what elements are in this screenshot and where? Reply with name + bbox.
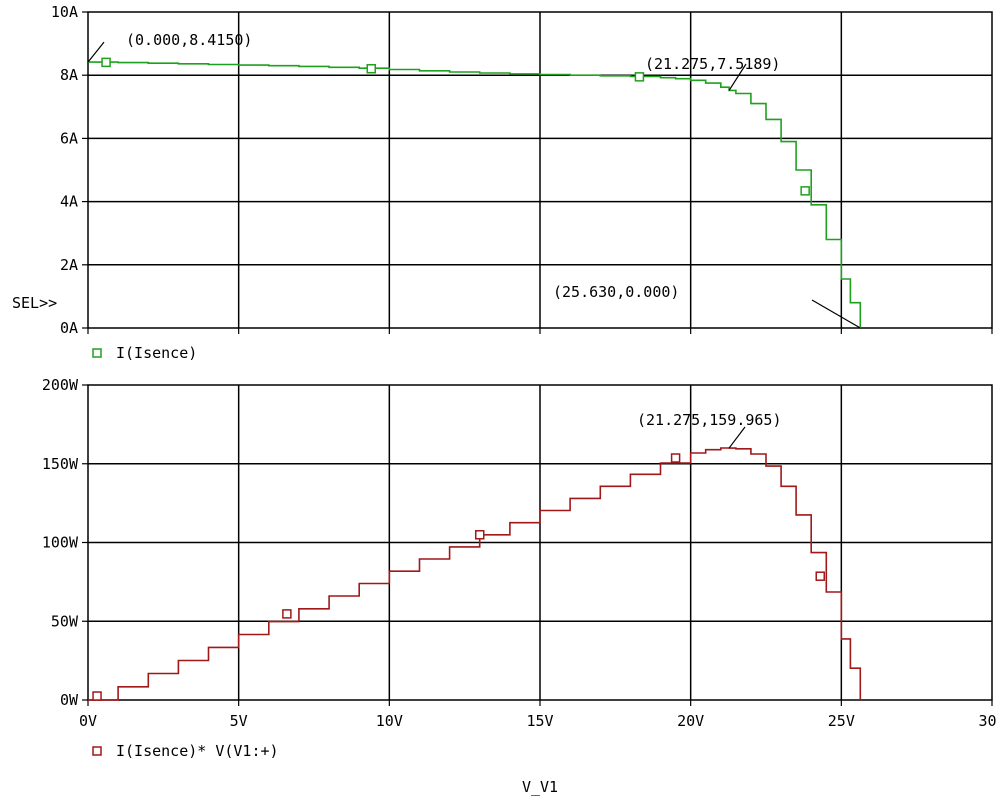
panel2-annotation-leader bbox=[728, 426, 746, 449]
panel1-annotation-leader bbox=[811, 299, 861, 329]
panel1-annotation-leader bbox=[728, 63, 747, 91]
panel2-x-tick-label: 5V bbox=[230, 712, 248, 730]
panel2-x-tick-label: 25V bbox=[828, 712, 855, 730]
panel1-series-marker bbox=[101, 57, 111, 68]
panel2-legend-marker bbox=[92, 746, 102, 756]
panel2-series-marker bbox=[670, 453, 681, 463]
panel1-legend-label: I(Isence) bbox=[116, 344, 197, 362]
panel2-x-tick-label: 10V bbox=[376, 712, 403, 730]
panel1-selector-label: SEL>> bbox=[12, 294, 57, 312]
panel2-series-marker bbox=[474, 530, 485, 540]
panel2-series-marker bbox=[282, 609, 292, 619]
panel2-y-tick-label: 100W bbox=[42, 534, 79, 552]
panel1-series-marker bbox=[634, 72, 645, 82]
panel2-y-tick-label: 150W bbox=[42, 455, 79, 473]
panel2-series-marker bbox=[815, 571, 825, 581]
panel1-series-marker bbox=[800, 186, 810, 196]
panel2-legend-label: I(Isence)* V(V1:+) bbox=[116, 742, 279, 760]
x-axis-title: V_V1 bbox=[522, 778, 558, 796]
panel2-x-tick-label: 20V bbox=[677, 712, 704, 730]
panel1-annotation-label: (21.275,7.5189) bbox=[645, 55, 780, 73]
panel1-y-tick-label: 6A bbox=[60, 129, 78, 147]
panel1-series-marker bbox=[366, 64, 377, 74]
panel2-series-line bbox=[88, 447, 862, 701]
panel1-y-tick-label: 0A bbox=[60, 319, 78, 337]
panel1-y-tick-label: 4A bbox=[60, 193, 78, 211]
panel1-y-tick-label: 2A bbox=[60, 256, 78, 274]
panel2-annotation-label: (21.275,159.965) bbox=[637, 411, 782, 429]
panel1-annotation-leader bbox=[87, 41, 105, 63]
panel1-annotation-label: (0.000,8.4150) bbox=[126, 31, 252, 49]
panel2-x-tick-label: 0V bbox=[79, 712, 97, 730]
panel1-series-line bbox=[88, 61, 862, 328]
panel2-y-tick-label: 0W bbox=[60, 691, 79, 709]
panel2-y-tick-label: 50W bbox=[51, 612, 79, 630]
panel1-y-tick-label: 10A bbox=[51, 3, 78, 21]
panel2-y-tick-label: 200W bbox=[42, 376, 79, 394]
panel2-series-marker bbox=[92, 691, 102, 701]
panel1-legend-marker bbox=[92, 348, 102, 358]
panel1-y-tick-label: 8A bbox=[60, 66, 78, 84]
panel2-x-tick-label: 30V bbox=[978, 712, 997, 730]
panel1-annotation-label: (25.630,0.000) bbox=[553, 283, 679, 301]
panel2-x-tick-label: 15V bbox=[526, 712, 553, 730]
